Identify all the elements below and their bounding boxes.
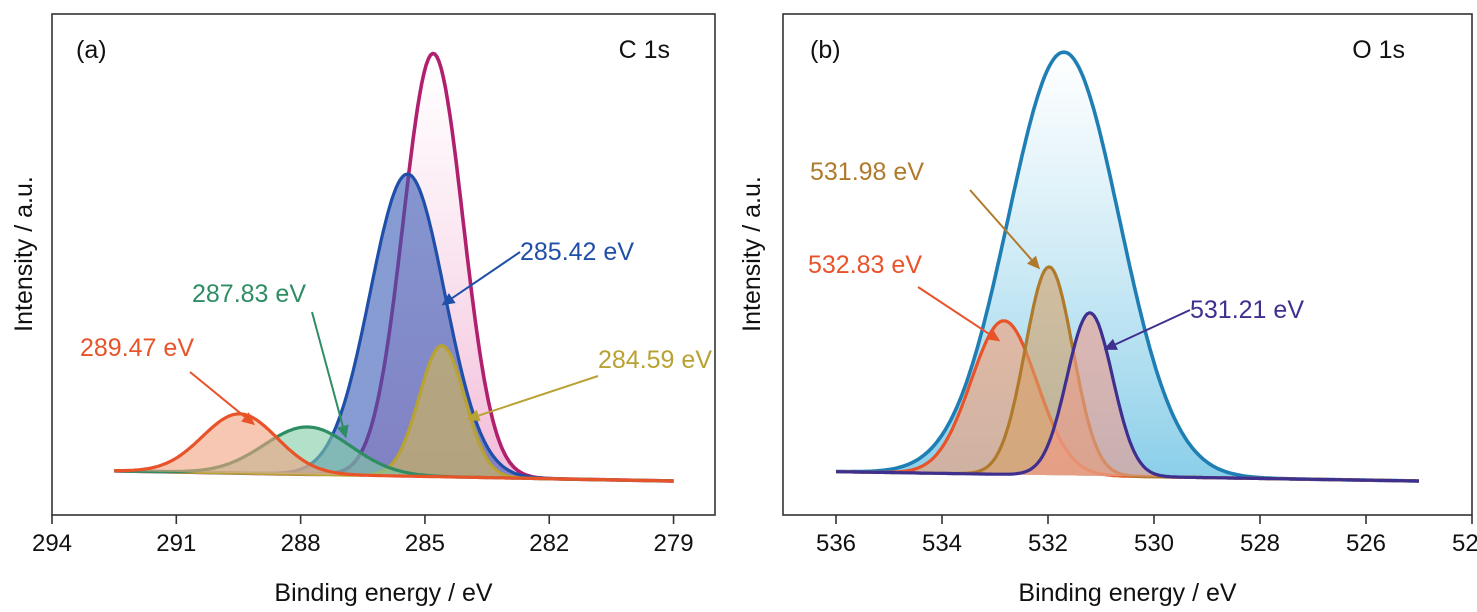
- chart-panel-1: 294 291 288 285 282 279 Binding energy / eV Int…: [10, 13, 716, 607]
- x-tick-label-530: 530: [1134, 530, 1174, 557]
- x-tick-label-282: 282: [529, 530, 569, 557]
- annotation-arrow: [969, 189, 1033, 261]
- annotation-arrowhead: [986, 329, 1001, 342]
- annotation-arrow: [1115, 309, 1191, 346]
- peak-fill-531.21: [836, 312, 1419, 481]
- peak-line-289.47: [114, 412, 674, 483]
- peak-fill-289.47: [114, 413, 674, 481]
- x-tick-label-534: 534: [922, 530, 962, 557]
- x-tick-label-532: 532: [1028, 530, 1068, 557]
- peak-fill-532.83: [836, 320, 1419, 481]
- annotation-arrow: [451, 251, 521, 299]
- peak-annotation-label: 531.21 eV: [1190, 296, 1304, 324]
- peak-line-531.21: [836, 311, 1419, 483]
- peak-annotation-label: 285.42 eV: [520, 238, 634, 266]
- annotation-arrowhead: [1026, 255, 1041, 270]
- annotation-arrowhead: [241, 412, 256, 426]
- plot-frame: [782, 13, 1473, 516]
- x-tick-label-524: 524: [1452, 530, 1477, 557]
- plot-frame: [51, 13, 716, 516]
- x-tick-label-526: 526: [1346, 530, 1386, 557]
- x-tick-label-288: 288: [281, 530, 321, 557]
- chart-panel-2: 536 534 532 530 528 526 524 Binding energy / eV…: [738, 13, 1477, 607]
- x-tick-label-285: 285: [405, 530, 445, 557]
- panel-title: C 1s: [619, 36, 670, 64]
- x-tick-label-536: 536: [816, 530, 856, 557]
- peak-annotation-label: 531.98 eV: [810, 158, 924, 186]
- peak-annotation-label: 287.83 eV: [192, 280, 306, 308]
- annotation-arrow: [917, 286, 991, 336]
- annotation-arrow: [311, 311, 344, 427]
- peak-annotation-label: 532.83 eV: [808, 251, 922, 279]
- peak-fill-285.42: [114, 174, 674, 481]
- annotation-arrowhead: [337, 424, 349, 439]
- annotation-arrowhead: [1103, 338, 1118, 350]
- x-tick-label-291: 291: [156, 530, 196, 557]
- annotation-arrowhead: [441, 293, 456, 306]
- peak-fill-531.7: [836, 52, 1419, 481]
- x-tick-label-528: 528: [1240, 530, 1280, 557]
- x-axis-label: Binding energy / eV: [274, 579, 493, 607]
- peak-annotation-label: 284.59 eV: [598, 346, 712, 374]
- annotation-arrowhead: [466, 409, 481, 422]
- y-axis-label: Intensity / a.u.: [10, 176, 38, 332]
- panel-title: O 1s: [1352, 36, 1405, 64]
- y-axis-label: Intensity / a.u.: [738, 176, 766, 332]
- x-tick-label-279: 279: [654, 530, 694, 557]
- annotation-arrow: [189, 371, 246, 418]
- x-tick-label-294: 294: [32, 530, 72, 557]
- peak-annotation-label: 289.47 eV: [80, 334, 194, 362]
- annotation-arrow: [478, 375, 599, 417]
- panel-label: (b): [810, 36, 841, 64]
- panel-label: (a): [76, 36, 107, 64]
- x-axis-label: Binding energy / eV: [1018, 579, 1237, 607]
